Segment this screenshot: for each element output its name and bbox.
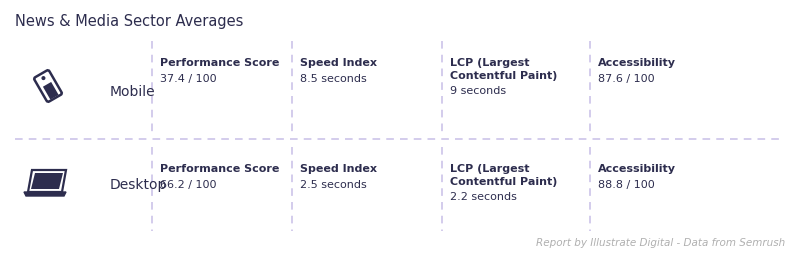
Text: Accessibility: Accessibility [598, 58, 676, 68]
Text: 37.4 / 100: 37.4 / 100 [160, 74, 217, 84]
Text: 2.2 seconds: 2.2 seconds [450, 191, 517, 201]
Text: 2.5 seconds: 2.5 seconds [300, 179, 366, 189]
Text: News & Media Sector Averages: News & Media Sector Averages [15, 14, 243, 29]
Bar [50, 93, 55, 97]
Polygon shape [24, 192, 66, 196]
Text: Mobile: Mobile [110, 85, 156, 99]
Text: 66.2 / 100: 66.2 / 100 [160, 179, 217, 189]
Text: LCP (Largest
Contentful Paint): LCP (Largest Contentful Paint) [450, 163, 558, 186]
FancyBboxPatch shape [43, 83, 58, 100]
Text: Performance Score: Performance Score [160, 58, 279, 68]
Text: Desktop: Desktop [110, 177, 167, 191]
Text: 88.8 / 100: 88.8 / 100 [598, 179, 654, 189]
Polygon shape [31, 173, 63, 189]
Text: 9 seconds: 9 seconds [450, 86, 506, 96]
FancyBboxPatch shape [34, 71, 62, 102]
Text: 87.6 / 100: 87.6 / 100 [598, 74, 654, 84]
Text: Speed Index: Speed Index [300, 163, 377, 173]
Circle shape [42, 77, 45, 80]
Text: Speed Index: Speed Index [300, 58, 377, 68]
Text: 8.5 seconds: 8.5 seconds [300, 74, 366, 84]
Text: Accessibility: Accessibility [598, 163, 676, 173]
Polygon shape [28, 170, 66, 192]
Text: LCP (Largest
Contentful Paint): LCP (Largest Contentful Paint) [450, 58, 558, 81]
Text: Report by Illustrate Digital - Data from Semrush: Report by Illustrate Digital - Data from… [536, 237, 785, 247]
Text: Performance Score: Performance Score [160, 163, 279, 173]
